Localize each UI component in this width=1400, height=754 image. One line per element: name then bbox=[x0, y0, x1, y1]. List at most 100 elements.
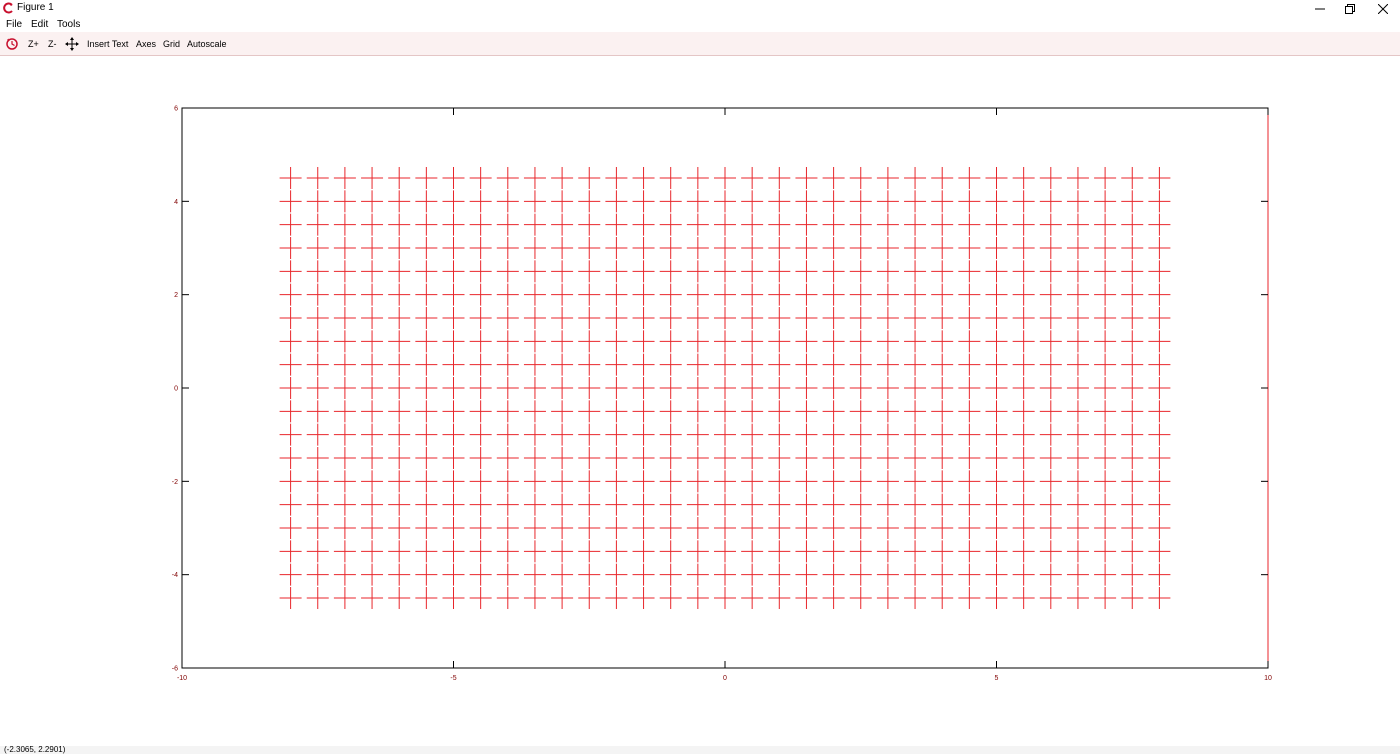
data-point bbox=[1148, 307, 1171, 329]
data-point bbox=[1012, 470, 1035, 493]
tick-layer: -10 -5 0 5 10 -6 -4 -2 0 2 4 6 bbox=[172, 106, 1272, 683]
data-point bbox=[578, 493, 601, 516]
data-point bbox=[361, 470, 384, 493]
data-point bbox=[551, 307, 574, 329]
data-point bbox=[469, 213, 492, 236]
data-point bbox=[469, 563, 492, 586]
data-point bbox=[306, 307, 329, 329]
data-point bbox=[1121, 283, 1144, 306]
menu-file[interactable]: File bbox=[6, 19, 23, 30]
restore-button[interactable] bbox=[1333, 0, 1367, 17]
axes-button[interactable]: Axes bbox=[136, 39, 157, 49]
data-point bbox=[442, 517, 465, 539]
data-point bbox=[1039, 260, 1062, 283]
zoom-out-button[interactable]: Z- bbox=[48, 39, 57, 49]
menu-bar: File Edit Tools bbox=[0, 17, 1400, 32]
data-point bbox=[904, 400, 927, 423]
data-point bbox=[931, 563, 954, 586]
data-point bbox=[849, 493, 872, 516]
data-point bbox=[931, 377, 954, 399]
data-point bbox=[849, 470, 872, 493]
data-point bbox=[714, 237, 736, 259]
data-point bbox=[741, 190, 764, 213]
data-point bbox=[931, 423, 954, 446]
data-point bbox=[741, 400, 764, 423]
data-point bbox=[578, 237, 601, 259]
menu-edit[interactable]: Edit bbox=[31, 19, 49, 30]
data-point bbox=[659, 447, 682, 469]
data-point bbox=[551, 563, 574, 586]
data-point bbox=[632, 587, 655, 609]
data-point bbox=[1094, 377, 1117, 399]
data-point bbox=[605, 190, 628, 213]
data-point bbox=[632, 540, 655, 563]
data-point bbox=[442, 423, 465, 446]
data-point bbox=[904, 517, 927, 539]
data-point bbox=[333, 307, 356, 329]
data-point bbox=[388, 283, 411, 306]
data-point bbox=[578, 167, 601, 189]
close-button[interactable] bbox=[1366, 0, 1400, 17]
data-point bbox=[361, 447, 384, 469]
scatter-chart[interactable]: -10 -5 0 5 10 -6 -4 -2 0 2 4 6 bbox=[0, 56, 1400, 746]
data-point bbox=[442, 237, 465, 259]
data-point bbox=[714, 493, 736, 516]
data-point bbox=[632, 237, 655, 259]
data-point bbox=[768, 213, 791, 236]
autoscale-button[interactable]: Autoscale bbox=[187, 39, 227, 49]
data-point bbox=[333, 377, 356, 399]
data-point bbox=[741, 447, 764, 469]
data-point bbox=[768, 330, 791, 353]
data-point bbox=[523, 377, 546, 399]
pan-icon[interactable] bbox=[65, 37, 79, 51]
data-point bbox=[605, 587, 628, 609]
data-point bbox=[741, 330, 764, 353]
data-point bbox=[523, 400, 546, 423]
data-point bbox=[333, 587, 356, 609]
data-point bbox=[1094, 283, 1117, 306]
data-point bbox=[659, 493, 682, 516]
data-point bbox=[1148, 493, 1171, 516]
data-point bbox=[876, 470, 899, 493]
data-point bbox=[849, 213, 872, 236]
data-point bbox=[931, 470, 954, 493]
data-point bbox=[496, 400, 519, 423]
data-point bbox=[578, 213, 601, 236]
title-bar: Figure 1 bbox=[0, 0, 1400, 17]
window-title: Figure 1 bbox=[17, 2, 54, 13]
data-point bbox=[1121, 563, 1144, 586]
data-point bbox=[1012, 353, 1035, 376]
grid-button[interactable]: Grid bbox=[163, 39, 181, 49]
data-point bbox=[361, 540, 384, 563]
data-point bbox=[469, 587, 492, 609]
data-point bbox=[279, 213, 302, 236]
data-point bbox=[1066, 423, 1089, 446]
data-point bbox=[361, 307, 384, 329]
data-point bbox=[686, 307, 709, 329]
data-point bbox=[958, 470, 981, 493]
zoom-in-button[interactable]: Z+ bbox=[28, 39, 39, 49]
data-point bbox=[306, 423, 329, 446]
data-point bbox=[1066, 190, 1089, 213]
data-point bbox=[415, 167, 438, 189]
data-point bbox=[388, 190, 411, 213]
data-point bbox=[388, 400, 411, 423]
insert-text-button[interactable]: Insert Text bbox=[87, 39, 129, 49]
data-point bbox=[904, 167, 927, 189]
x-tick-label: -10 bbox=[177, 675, 187, 682]
data-point bbox=[1039, 213, 1062, 236]
data-point bbox=[1012, 283, 1035, 306]
plot-canvas[interactable]: -10 -5 0 5 10 -6 -4 -2 0 2 4 6 bbox=[0, 56, 1400, 746]
data-point bbox=[578, 587, 601, 609]
rotate-icon[interactable] bbox=[5, 37, 19, 51]
data-point bbox=[768, 377, 791, 399]
menu-tools[interactable]: Tools bbox=[57, 19, 81, 30]
data-point bbox=[388, 587, 411, 609]
data-point bbox=[442, 447, 465, 469]
data-point bbox=[659, 330, 682, 353]
data-point bbox=[578, 307, 601, 329]
data-point bbox=[632, 307, 655, 329]
data-point bbox=[768, 563, 791, 586]
minimize-button[interactable] bbox=[1303, 0, 1337, 17]
data-point bbox=[1012, 400, 1035, 423]
